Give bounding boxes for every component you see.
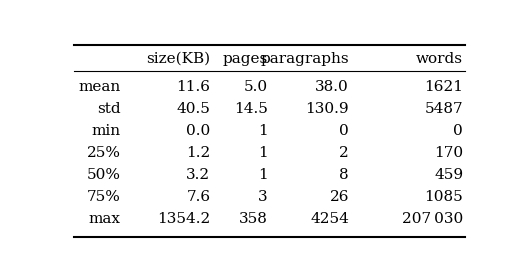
Text: 459: 459: [434, 168, 463, 182]
Text: 40.5: 40.5: [177, 102, 210, 116]
Text: 1354.2: 1354.2: [157, 212, 210, 226]
Text: 1085: 1085: [424, 190, 463, 204]
Text: 1: 1: [258, 168, 268, 182]
Text: 4254: 4254: [310, 212, 349, 226]
Text: 5.0: 5.0: [244, 80, 268, 94]
Text: 1: 1: [258, 146, 268, 160]
Text: 1621: 1621: [424, 80, 463, 94]
Text: 11.6: 11.6: [176, 80, 210, 94]
Text: 75%: 75%: [87, 190, 121, 204]
Text: 50%: 50%: [87, 168, 121, 182]
Text: 7.6: 7.6: [186, 190, 210, 204]
Text: paragraphs: paragraphs: [260, 52, 349, 66]
Text: std: std: [97, 102, 121, 116]
Text: 5487: 5487: [424, 102, 463, 116]
Text: 1: 1: [258, 124, 268, 138]
Text: pages: pages: [222, 52, 268, 66]
Text: 130.9: 130.9: [306, 102, 349, 116]
Text: 0: 0: [453, 124, 463, 138]
Text: max: max: [89, 212, 121, 226]
Text: mean: mean: [78, 80, 121, 94]
Text: 358: 358: [239, 212, 268, 226]
Text: min: min: [92, 124, 121, 138]
Text: 170: 170: [434, 146, 463, 160]
Text: 38.0: 38.0: [315, 80, 349, 94]
Text: 2: 2: [339, 146, 349, 160]
Text: words: words: [416, 52, 463, 66]
Text: 8: 8: [339, 168, 349, 182]
Text: 25%: 25%: [87, 146, 121, 160]
Text: 0.0: 0.0: [186, 124, 210, 138]
Text: 14.5: 14.5: [234, 102, 268, 116]
Text: 0: 0: [339, 124, 349, 138]
Text: 3: 3: [258, 190, 268, 204]
Text: 1.2: 1.2: [186, 146, 210, 160]
Text: 26: 26: [330, 190, 349, 204]
Text: size(KB): size(KB): [146, 52, 210, 66]
Text: 207 030: 207 030: [402, 212, 463, 226]
Text: 3.2: 3.2: [186, 168, 210, 182]
